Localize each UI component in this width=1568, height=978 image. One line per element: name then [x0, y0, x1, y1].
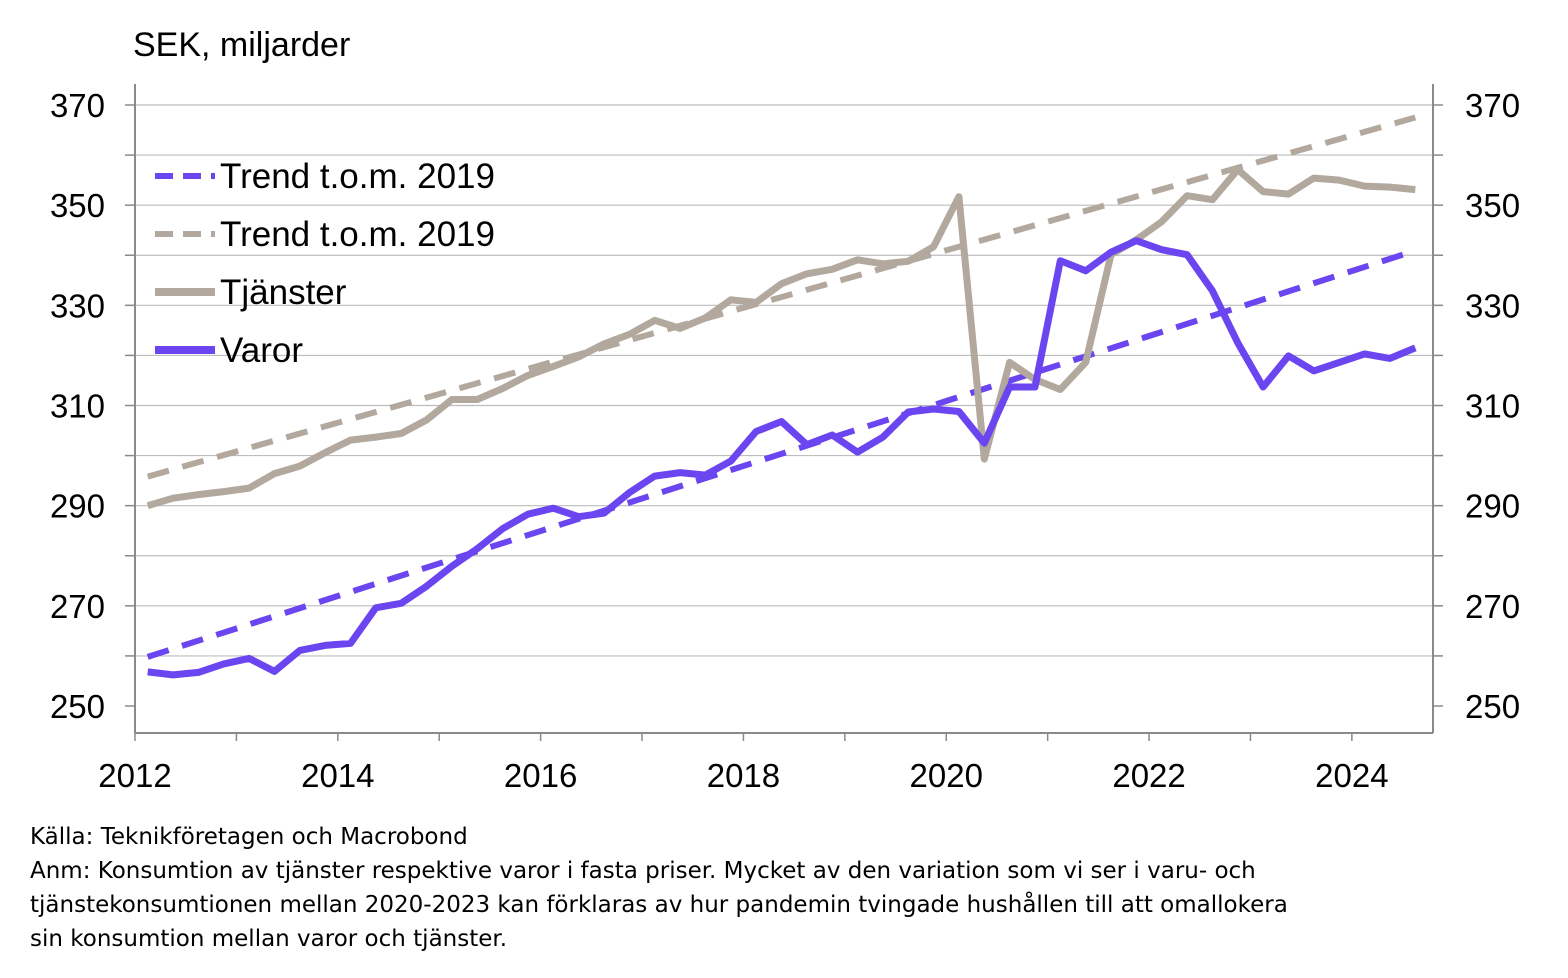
legend-item: Tjänster [155, 273, 347, 312]
legend-label: Trend t.o.m. 2019 [220, 215, 495, 254]
y-tick-label: 310 [50, 388, 105, 425]
line-chart: 250 270 290 310 330 350 370 250 270 290 310 330 350 3… [50, 84, 1520, 794]
y-tick-label: 330 [50, 287, 105, 324]
legend-item: Trend t.o.m. 2019 [155, 215, 495, 254]
footnote: Källa: Teknikföretagen och Macrobond Anm… [30, 820, 1530, 956]
y-axis-unit-label: SEK, miljarder [133, 26, 351, 64]
legend-label: Trend t.o.m. 2019 [220, 157, 495, 196]
tjanster-line [146, 166, 1416, 510]
x-tick-label: 2012 [98, 757, 171, 794]
note-line: sin konsumtion mellan varor och tjänster… [30, 926, 508, 952]
y2-tick-label: 350 [1465, 187, 1520, 224]
trend-tjanster-line [146, 114, 1417, 480]
x-tick-label: 2014 [301, 757, 374, 794]
legend-label: Tjänster [220, 273, 347, 312]
gridlines [135, 104, 1433, 657]
varor-line [147, 237, 1417, 679]
x-tick-label: 2022 [1112, 757, 1185, 794]
x-tick-label: 2016 [504, 757, 577, 794]
trend-varor-line [146, 247, 1417, 660]
y2-tick-label: 370 [1465, 87, 1520, 124]
y2-tick-label: 270 [1465, 588, 1520, 625]
y-tick-label: 290 [50, 488, 105, 525]
y-tick-label: 350 [50, 187, 105, 224]
y2-tick-label: 290 [1465, 488, 1520, 525]
y-tick-label: 370 [50, 87, 105, 124]
x-tick-label: 2020 [910, 757, 983, 794]
x-tick-label: 2024 [1315, 757, 1388, 794]
note-line: tjänstekonsumtionen mellan 2020-2023 kan… [30, 892, 1288, 918]
axes [125, 84, 1443, 741]
legend-item: Trend t.o.m. 2019 [155, 157, 495, 196]
series-lines [146, 114, 1417, 679]
source-text: Källa: Teknikföretagen och Macrobond [30, 824, 468, 850]
y2-tick-label: 250 [1465, 688, 1520, 725]
y-tick-label: 270 [50, 588, 105, 625]
y2-tick-label: 330 [1465, 287, 1520, 324]
tick-labels: 250 270 290 310 330 350 370 250 270 290 310 330 350 3… [50, 87, 1520, 794]
legend: Trend t.o.m. 2019 Trend t.o.m. 2019 Tjänst… [155, 157, 495, 370]
x-tick-label: 2018 [707, 757, 780, 794]
legend-item: Varor [155, 331, 303, 370]
legend-label: Varor [220, 331, 303, 370]
note-line: Anm: Konsumtion av tjänster respektive v… [30, 858, 1256, 884]
y-tick-label: 250 [50, 688, 105, 725]
y2-tick-label: 310 [1465, 388, 1520, 425]
